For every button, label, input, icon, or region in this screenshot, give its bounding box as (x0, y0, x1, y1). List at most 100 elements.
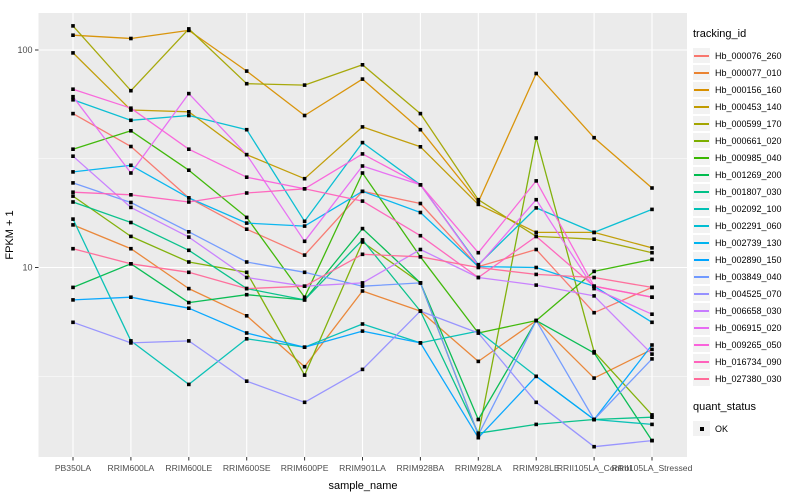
data-point (360, 367, 365, 372)
data-point (534, 422, 538, 427)
legend-line-icon (694, 258, 709, 261)
legend-key-swatch (693, 235, 710, 250)
data-point (302, 187, 307, 191)
series-points-Hb_004525_070 (71, 309, 654, 449)
data-point (244, 260, 249, 264)
legend-item-label: Hb_002890_150 (715, 254, 782, 265)
data-point (187, 27, 191, 31)
data-point (592, 230, 596, 235)
data-point (534, 179, 538, 183)
legend-line-icon (694, 139, 709, 142)
data-point (360, 238, 365, 242)
data-point (534, 247, 538, 252)
data-point (534, 230, 538, 235)
legend-key-swatch (693, 48, 710, 63)
data-point (360, 164, 365, 168)
data-point (244, 127, 249, 132)
series-points (71, 24, 654, 449)
legend-item-label: Hb_000453_140 (715, 101, 782, 112)
legend-key-swatch (693, 150, 710, 165)
data-point (244, 337, 249, 341)
data-point (302, 364, 307, 369)
legend-key-swatch (693, 354, 710, 369)
data-point (360, 252, 365, 257)
data-point (187, 339, 191, 343)
data-point (592, 275, 596, 280)
data-point (650, 207, 654, 212)
data-point (244, 215, 249, 220)
legend-item-Hb_006658_030: Hb_006658_030 (693, 302, 799, 319)
data-point (71, 170, 75, 174)
data-point (129, 205, 133, 210)
legend-key-swatch (693, 65, 710, 80)
data-point (534, 374, 538, 379)
data-point (534, 318, 538, 323)
data-point (129, 246, 133, 251)
legend-item-Hb_002890_150: Hb_002890_150 (693, 251, 799, 268)
data-point (71, 94, 75, 99)
data-point (187, 168, 191, 172)
legend-line-icon (694, 360, 709, 363)
data-point (187, 235, 191, 239)
legend-item-Hb_001269_200: Hb_001269_200 (693, 166, 799, 183)
data-point (418, 183, 423, 187)
x-tick-label: RRIM928LE (513, 463, 560, 473)
data-point (187, 147, 191, 151)
legend-key-swatch (693, 133, 710, 148)
legend-item-Hb_016734_090: Hb_016734_090 (693, 353, 799, 370)
y-axis-title: FPKM + 1 (4, 210, 16, 259)
data-point (650, 357, 654, 361)
data-point (71, 87, 75, 91)
legend-title-tracking-id: tracking_id (693, 28, 747, 40)
legend-key-swatch (693, 303, 710, 318)
x-tick-label: RRIM600LA (107, 463, 154, 473)
x-tick-label: RRIM928BA (397, 463, 445, 473)
data-point (592, 351, 596, 355)
legend-item-ok: OK (693, 420, 799, 437)
data-point (187, 260, 191, 264)
legend-line-icon (694, 54, 709, 57)
data-point (360, 189, 365, 194)
data-point (476, 202, 481, 207)
legend-item-Hb_000076_260: Hb_000076_260 (693, 47, 799, 64)
legend-item-Hb_009265_050: Hb_009265_050 (693, 336, 799, 353)
data-point (129, 171, 133, 175)
legend-item-label: Hb_003849_040 (715, 271, 782, 282)
data-point (592, 135, 596, 140)
data-point (592, 444, 596, 449)
data-point (534, 234, 538, 239)
y-tick-label: 100 (17, 45, 32, 55)
x-tick-label: PB350LA (55, 463, 92, 473)
legend-key-swatch (693, 201, 710, 216)
legend-item-Hb_000453_140: Hb_000453_140 (693, 98, 799, 115)
data-point (244, 314, 249, 318)
series-points-Hb_027380_030 (71, 246, 654, 291)
data-point (650, 246, 654, 250)
data-point (302, 295, 307, 299)
legend-line-icon (694, 207, 709, 210)
data-point (360, 284, 365, 288)
data-point (71, 217, 75, 221)
x-tick-label: RRIM928LA (455, 463, 502, 473)
data-point (360, 226, 365, 231)
data-point (650, 250, 654, 255)
data-point (592, 376, 596, 380)
legend-key-swatch (693, 184, 710, 199)
legend-title-quant-status: quant_status (693, 401, 756, 413)
data-point (129, 144, 133, 149)
data-point (302, 253, 307, 257)
x-tick-label: RRII105LA_Stressed (612, 463, 693, 473)
legend-line-icon (694, 377, 709, 380)
data-point (71, 111, 75, 116)
data-point (360, 171, 365, 175)
data-point (187, 113, 191, 118)
data-point (129, 163, 133, 168)
data-point (244, 69, 249, 73)
data-point (650, 285, 654, 290)
data-point (187, 382, 191, 387)
data-point (650, 413, 654, 417)
data-point (418, 210, 423, 215)
legend-item-Hb_000661_020: Hb_000661_020 (693, 132, 799, 149)
data-point (476, 329, 481, 333)
